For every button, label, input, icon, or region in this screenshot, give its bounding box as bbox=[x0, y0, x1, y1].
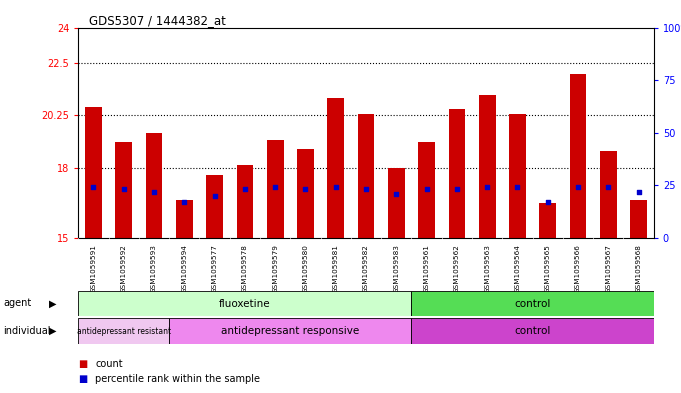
Bar bbox=[509, 114, 526, 238]
Bar bbox=[169, 318, 411, 344]
Text: ▶: ▶ bbox=[49, 298, 57, 309]
Bar bbox=[449, 109, 465, 238]
Point bbox=[573, 184, 584, 191]
Bar bbox=[631, 200, 647, 238]
Text: antidepressant resistant: antidepressant resistant bbox=[77, 327, 171, 336]
Point bbox=[391, 191, 402, 197]
Text: control: control bbox=[514, 326, 551, 336]
Bar bbox=[236, 165, 253, 238]
Point bbox=[118, 186, 129, 193]
Bar bbox=[297, 149, 314, 238]
Text: antidepressant responsive: antidepressant responsive bbox=[221, 326, 360, 336]
Point bbox=[330, 184, 341, 191]
Text: ▶: ▶ bbox=[49, 326, 57, 336]
Bar bbox=[78, 318, 169, 344]
Text: percentile rank within the sample: percentile rank within the sample bbox=[95, 374, 260, 384]
Bar bbox=[85, 107, 101, 238]
Point bbox=[542, 199, 553, 205]
Text: GDS5307 / 1444382_at: GDS5307 / 1444382_at bbox=[89, 14, 225, 27]
Text: count: count bbox=[95, 358, 123, 369]
Text: agent: agent bbox=[3, 298, 31, 309]
Text: fluoxetine: fluoxetine bbox=[219, 299, 271, 309]
Bar bbox=[267, 140, 283, 238]
Point bbox=[603, 184, 614, 191]
Point bbox=[270, 184, 281, 191]
Point bbox=[300, 186, 311, 193]
Text: ■: ■ bbox=[78, 374, 88, 384]
Point bbox=[512, 184, 523, 191]
Bar bbox=[418, 142, 435, 238]
Point bbox=[179, 199, 190, 205]
Bar bbox=[411, 318, 654, 344]
Bar bbox=[146, 132, 162, 238]
Bar bbox=[78, 291, 411, 316]
Text: ■: ■ bbox=[78, 358, 88, 369]
Bar bbox=[328, 97, 344, 238]
Bar bbox=[358, 114, 375, 238]
Bar bbox=[176, 200, 193, 238]
Text: individual: individual bbox=[3, 326, 51, 336]
Point bbox=[633, 188, 644, 195]
Bar bbox=[539, 203, 556, 238]
Bar bbox=[600, 151, 617, 238]
Bar bbox=[479, 95, 496, 238]
Point bbox=[452, 186, 462, 193]
Point bbox=[421, 186, 432, 193]
Text: control: control bbox=[514, 299, 551, 309]
Bar bbox=[411, 291, 654, 316]
Point bbox=[209, 193, 220, 199]
Bar bbox=[388, 168, 405, 238]
Point bbox=[88, 184, 99, 191]
Point bbox=[148, 188, 159, 195]
Point bbox=[240, 186, 251, 193]
Bar bbox=[206, 174, 223, 238]
Bar bbox=[115, 142, 132, 238]
Point bbox=[481, 184, 492, 191]
Point bbox=[360, 186, 371, 193]
Bar bbox=[570, 74, 586, 238]
